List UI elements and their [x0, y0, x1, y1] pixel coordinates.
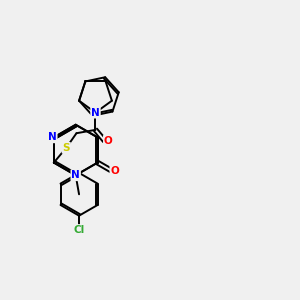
- Text: N: N: [48, 132, 57, 142]
- Text: O: O: [110, 166, 119, 176]
- Text: Cl: Cl: [74, 225, 85, 235]
- Text: N: N: [71, 170, 80, 180]
- Text: N: N: [91, 108, 100, 118]
- Text: O: O: [104, 136, 112, 146]
- Text: S: S: [62, 143, 70, 153]
